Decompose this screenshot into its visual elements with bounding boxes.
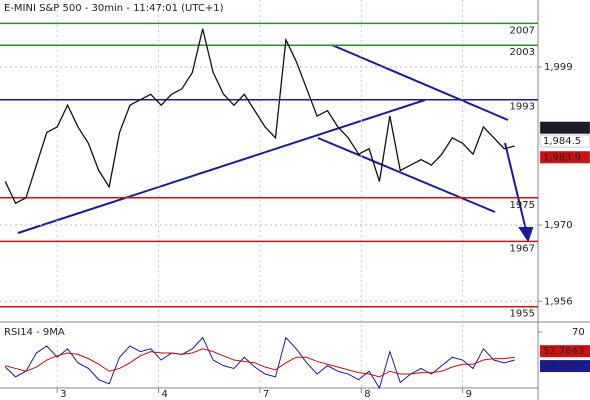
x-tick-label: 4 [162,389,168,400]
x-tick-label: 7 [263,389,269,400]
level-label: 1967 [510,243,535,254]
y-tick-label: 1,999 [544,62,573,73]
series-line [5,348,515,378]
x-tick-label: 9 [466,389,472,400]
y2-tick-label: 70 [572,327,585,338]
price-tag [539,121,590,134]
x-tick-label: 8 [364,389,370,400]
price-tag [539,134,590,148]
level-label: 2003 [510,47,535,58]
rsi-title: RSI14 - 9MA [4,327,65,338]
level-label: 1975 [510,200,535,211]
y-tick-label: 1,956 [544,296,573,307]
rsi-tag-label: 49.9705 [543,361,584,372]
rsi-tag [540,360,590,373]
series-line [4,28,515,205]
rsi-tag-label: 52.7643 [543,346,584,357]
level-label: 1955 [510,309,535,320]
trend-lines [17,44,534,243]
x-tick-label: 3 [60,389,66,400]
price-tag-label: 1,984.56 [543,123,588,134]
price-tag [539,151,590,164]
chart-title: E-MINI S&P 500 - 30min - 11:47:01 (UTC+1… [4,3,224,14]
y-tick-label: 1,970 [544,220,573,231]
level-label: 2007 [510,25,535,36]
price-tag-label: 1,984.5 [543,136,581,147]
price-tag-label: 1,983.9 [543,152,581,163]
rsi-tag [540,345,590,358]
level-label: 1993 [510,102,535,113]
